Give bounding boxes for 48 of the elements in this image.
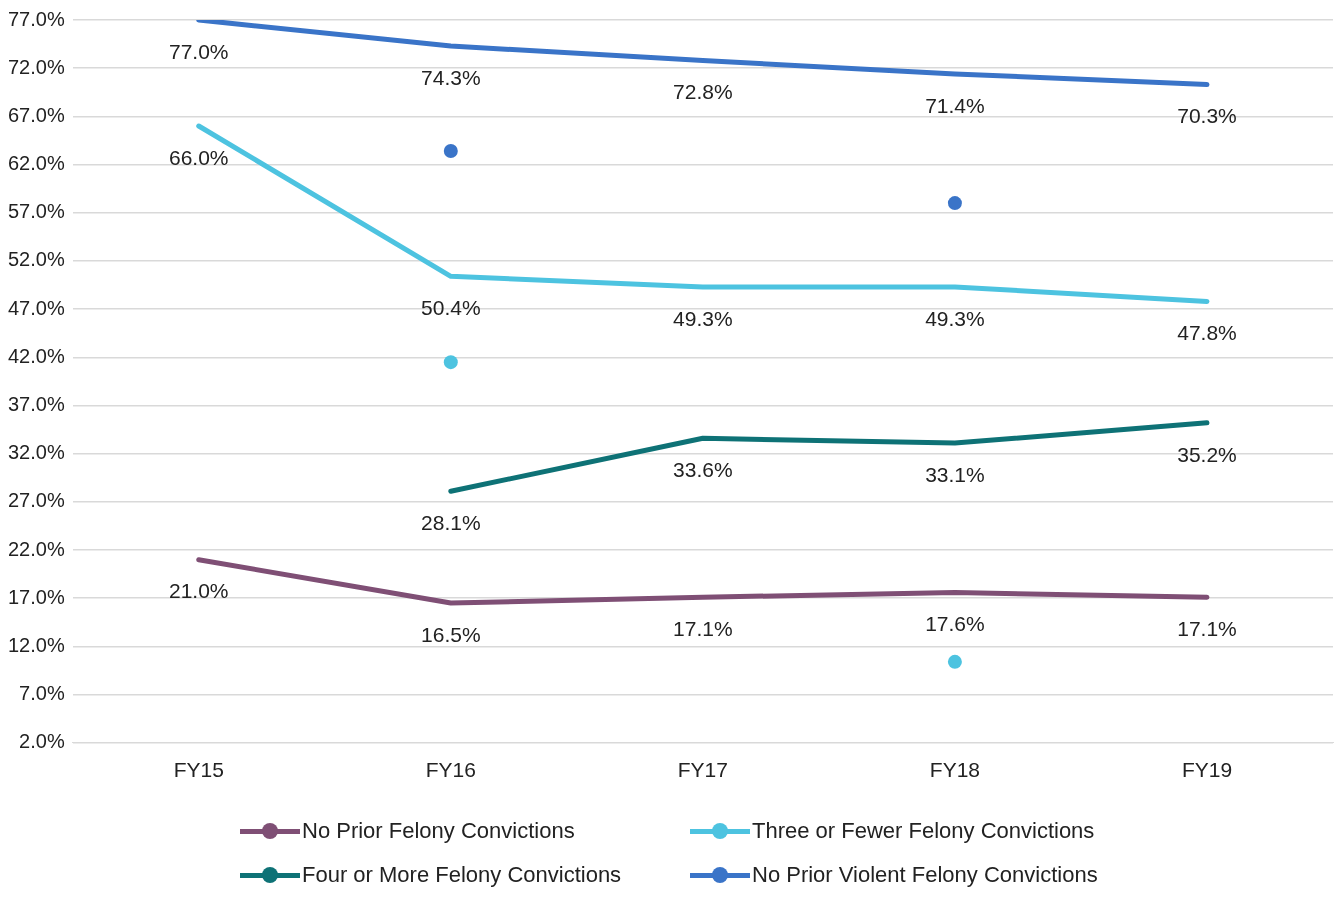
data-label: 28.1% xyxy=(421,511,481,535)
y-tick-label: 7.0% xyxy=(19,682,65,705)
y-tick-label: 67.0% xyxy=(7,103,65,126)
data-label: 72.8% xyxy=(673,80,733,104)
y-tick-label: 72.0% xyxy=(7,55,65,78)
x-tick-label: FY15 xyxy=(173,758,224,782)
point xyxy=(443,355,458,370)
point xyxy=(947,196,962,211)
y-tick-label: 57.0% xyxy=(7,200,65,223)
data-label: 50.4% xyxy=(421,296,481,320)
y-tick-label: 32.0% xyxy=(7,441,65,464)
data-label: 16.5% xyxy=(421,622,481,646)
y-tick-label: 12.0% xyxy=(7,633,65,656)
y-tick-label: 77.0% xyxy=(7,7,65,30)
data-label: 49.3% xyxy=(673,306,733,330)
x-tick-label: FY18 xyxy=(929,758,981,782)
data-label: 35.2% xyxy=(1177,442,1237,466)
legend-label: No Prior Felony Convictions xyxy=(302,818,575,844)
y-tick-label: 47.0% xyxy=(7,296,65,319)
data-label: 47.8% xyxy=(1177,321,1237,345)
data-label: 70.3% xyxy=(1177,104,1237,128)
data-label: 17.1% xyxy=(673,617,733,641)
legend-label: Four or More Felony Convictions xyxy=(302,862,622,888)
x-tick-label: FY17 xyxy=(677,758,728,782)
x-tick-label: FY16 xyxy=(425,758,476,782)
data-label: 21.0% xyxy=(168,579,229,603)
data-label: 66.0% xyxy=(168,145,229,169)
y-tick-label: 37.0% xyxy=(7,393,65,416)
data-label: 49.3% xyxy=(925,306,985,330)
legend-label: Three or Fewer Felony Convictions xyxy=(752,818,1095,844)
x-tick-label: FY19 xyxy=(1181,758,1233,782)
y-tick-label: 52.0% xyxy=(7,248,65,271)
data-label: 71.4% xyxy=(925,93,985,117)
point xyxy=(947,654,962,669)
y-tick-label: 62.0% xyxy=(7,152,65,175)
data-label: 17.1% xyxy=(1177,617,1237,641)
y-tick-label: 22.0% xyxy=(7,537,65,560)
data-label: 33.1% xyxy=(925,462,985,486)
y-tick-label: 27.0% xyxy=(7,489,65,512)
point xyxy=(443,144,458,159)
y-tick-label: 17.0% xyxy=(7,585,65,608)
y-tick-label: 42.0% xyxy=(7,344,65,367)
data-label: 74.3% xyxy=(421,65,481,89)
data-label: 33.6% xyxy=(673,458,733,482)
y-tick-label: 2.0% xyxy=(19,730,65,753)
data-label: 77.0% xyxy=(168,39,229,63)
legend-label: No Prior Violent Felony Convictions xyxy=(752,862,1098,888)
data-label: 17.6% xyxy=(925,612,985,636)
